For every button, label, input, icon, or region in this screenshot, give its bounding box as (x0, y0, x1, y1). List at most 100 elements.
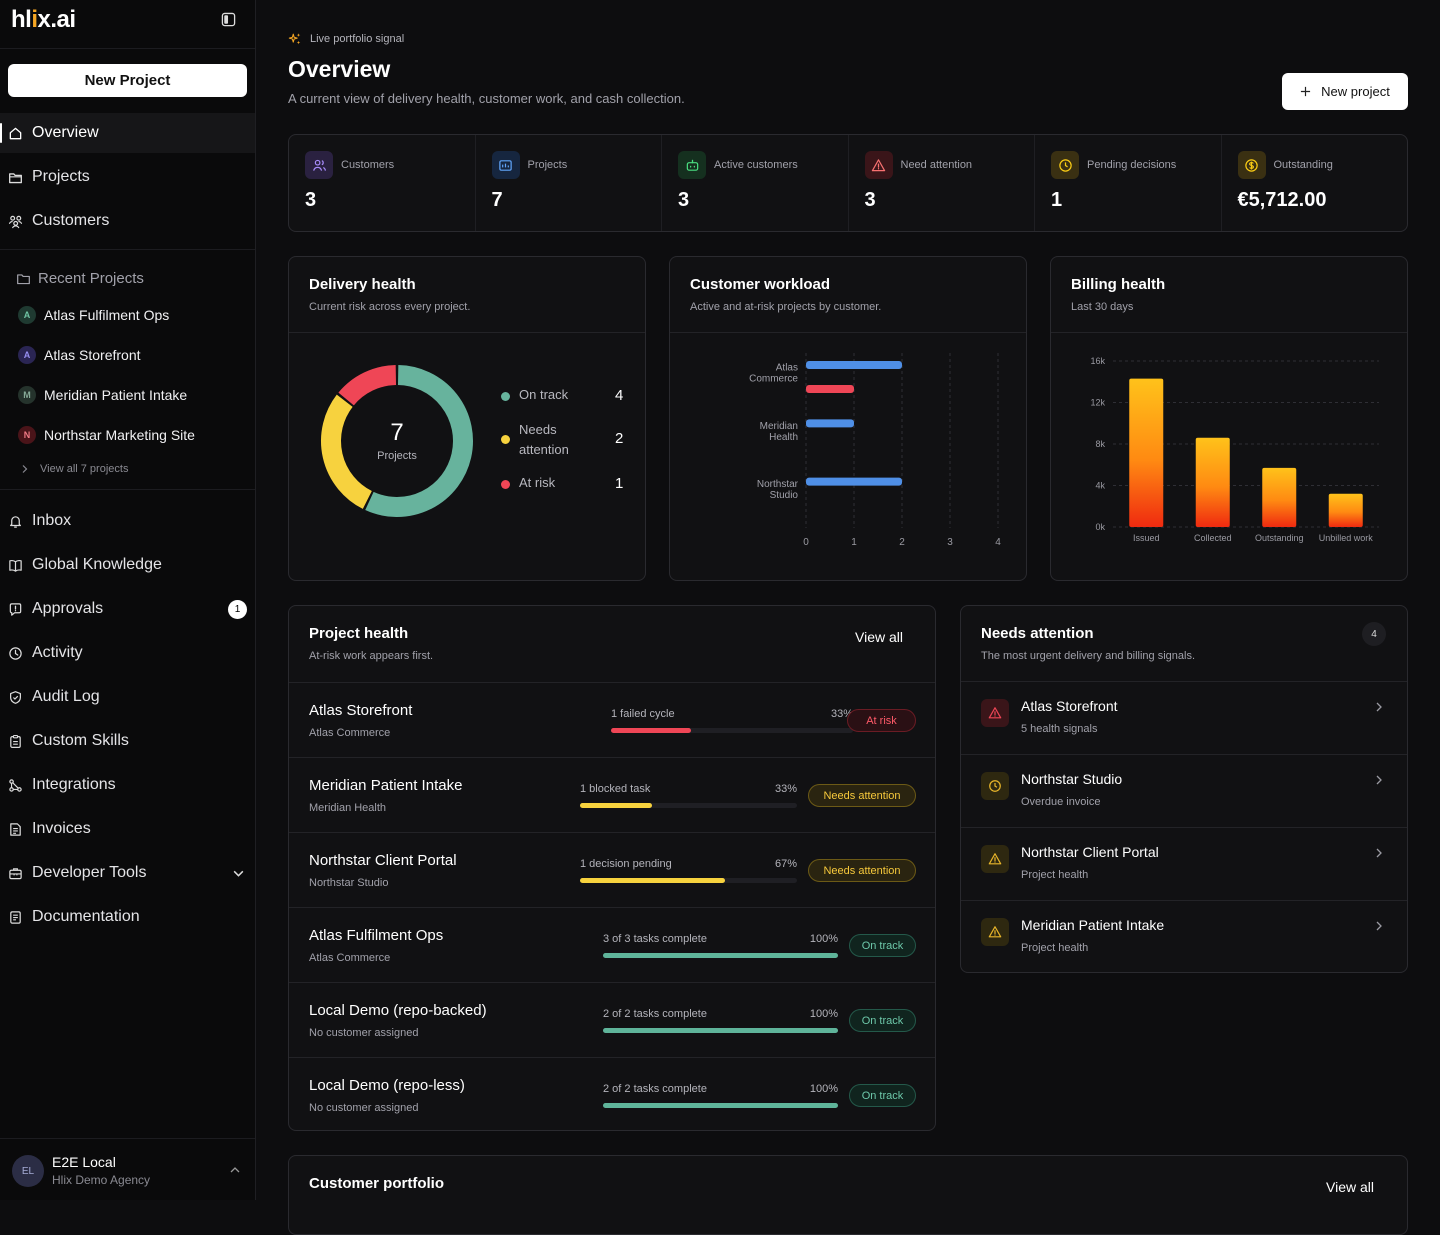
item-subtitle: 5 health signals (1021, 723, 1098, 735)
delivery-donut-chart (321, 365, 473, 517)
nav-projects[interactable]: Projects (0, 157, 255, 197)
x-tick-label: Outstanding (1255, 533, 1304, 543)
nav-integrations[interactable]: Integrations (0, 765, 255, 805)
x-tick-label: 3 (947, 537, 953, 548)
legend-on-track: On track 4 (501, 387, 631, 407)
nav-global-knowledge[interactable]: Global Knowledge (0, 545, 255, 585)
kpi-customers: Customers 3 (289, 135, 476, 231)
needs-attention-item[interactable]: Meridian Patient Intake Project health (961, 900, 1407, 972)
folder-icon (17, 274, 30, 285)
card-subtitle: Last 30 days (1071, 301, 1134, 313)
nav-audit-log[interactable]: Audit Log (0, 677, 255, 717)
recent-project-label: Atlas Storefront (44, 347, 141, 363)
new-project-button[interactable]: New Project (8, 64, 247, 97)
main-content: Live portfolio signal Overview A current… (256, 0, 1440, 1235)
progress-percent: 100% (809, 933, 838, 945)
donut-segment (338, 365, 397, 406)
item-title: Northstar Studio (1021, 771, 1123, 787)
warning-icon (864, 151, 893, 179)
x-tick-label: 2 (899, 537, 905, 548)
nav-inbox[interactable]: Inbox (0, 501, 255, 541)
recent-project-item[interactable]: A Atlas Storefront (0, 335, 255, 375)
folder-icon (491, 151, 520, 179)
workload-bar (806, 385, 854, 393)
recent-project-item[interactable]: N Northstar Marketing Site (0, 415, 255, 455)
integrations-icon (9, 779, 22, 792)
card-header: Delivery health Current risk across ever… (289, 257, 645, 333)
needs-attention-item[interactable]: Northstar Studio Overdue invoice (961, 754, 1407, 827)
legend-needs-attention: Needs attention 2 (501, 420, 631, 460)
logo[interactable]: hlix.ai (11, 6, 76, 33)
sidebar-toggle-icon[interactable] (221, 12, 236, 27)
user-org: Hlix Demo Agency (52, 1173, 151, 1187)
status-badge: Needs attention (808, 859, 916, 882)
view-all-projects-label: View all 7 projects (40, 463, 129, 475)
project-health-row[interactable]: Atlas Fulfilment Ops Atlas Commerce 3 of 3… (289, 907, 935, 982)
project-health-row[interactable]: Atlas Storefront Atlas Commerce 1 failed c… (289, 682, 935, 757)
x-tick-label: Issued (1133, 533, 1160, 543)
recent-project-item[interactable]: A Atlas Fulfilment Ops (0, 295, 255, 335)
item-title: Meridian Patient Intake (1021, 917, 1165, 933)
needs-attention-item[interactable]: Atlas Storefront 5 health signals (961, 681, 1407, 754)
item-subtitle: Project health (1021, 869, 1089, 881)
nav-invoices[interactable]: Invoices (0, 809, 255, 849)
kpi-strip: Customers 3 Projects 7 Active customers … (288, 134, 1408, 232)
chevron-right-icon (1373, 847, 1385, 859)
needs-attention-count: 4 (1362, 622, 1386, 646)
nav-label: Customers (32, 212, 110, 229)
nav-custom-skills[interactable]: Custom Skills (0, 721, 255, 761)
chevron-up-icon[interactable] (229, 1164, 241, 1176)
project-customer: Atlas Commerce (309, 952, 391, 964)
user-menu[interactable]: EL E2E Local Hlix Demo Agency (0, 1138, 255, 1200)
nav-documentation[interactable]: Documentation (0, 897, 255, 937)
card-subtitle: Active and at-risk projects by customer. (690, 301, 882, 313)
page-subtitle: A current view of delivery health, custo… (288, 91, 685, 106)
users-icon (305, 151, 333, 179)
y-tick-label: 0k (1095, 522, 1105, 532)
nav-label: Audit Log (32, 688, 100, 705)
project-avatar: A (18, 346, 36, 364)
kpi-projects: Projects 7 (476, 135, 662, 231)
nav-label: Approvals (32, 600, 104, 617)
recent-project-label: Meridian Patient Intake (44, 387, 188, 403)
y-tick-label: 16k (1090, 356, 1105, 366)
needs-attention-card: Needs attention The most urgent delivery… (960, 605, 1408, 973)
nav-customers[interactable]: Customers (0, 201, 255, 241)
project-health-row[interactable]: Northstar Client Portal Northstar Studio 1… (289, 832, 935, 907)
nav-overview[interactable]: Overview (0, 113, 255, 153)
chevron-down-icon[interactable] (232, 867, 245, 880)
approval-icon (9, 603, 22, 616)
view-all-projects-link[interactable]: View all 7 projects (20, 463, 128, 475)
nav-label: Inbox (32, 512, 72, 529)
nav-activity[interactable]: Activity (0, 633, 255, 673)
progress-track (580, 803, 797, 808)
sidebar: hlix.ai New Project Overview Projects Cu… (0, 0, 256, 1200)
project-health-card: Project health At-risk work appears firs… (288, 605, 936, 1131)
card-title: Customer portfolio (309, 1175, 444, 1192)
book-icon (9, 559, 22, 572)
needs-attention-item[interactable]: Northstar Client Portal Project health (961, 827, 1407, 900)
nav-approvals[interactable]: Approvals 1 (0, 589, 255, 629)
kpi-outstanding: Outstanding €5,712.00 (1222, 135, 1408, 231)
project-health-row[interactable]: Local Demo (repo-less) No customer assign… (289, 1057, 935, 1130)
project-customer: Northstar Studio (309, 877, 389, 889)
legend-value: 4 (615, 387, 624, 404)
card-subtitle: Current risk across every project. (309, 301, 471, 313)
view-all-button[interactable]: View all (855, 629, 903, 645)
card-subtitle: The most urgent delivery and billing sig… (981, 650, 1196, 662)
progress-percent: 33% (830, 708, 853, 720)
y-tick-label: Atlas (776, 363, 798, 374)
card-title: Customer workload (690, 276, 831, 293)
recent-heading-label: Recent Projects (38, 270, 144, 287)
nav-developer-tools[interactable]: Developer Tools (0, 853, 255, 893)
x-tick-label: Collected (1194, 533, 1232, 543)
project-health-row[interactable]: Meridian Patient Intake Meridian Health 1 … (289, 757, 935, 832)
legend-label: On track (519, 387, 569, 402)
view-all-button[interactable]: View all (1326, 1179, 1374, 1195)
recent-project-item[interactable]: M Meridian Patient Intake (0, 375, 255, 415)
project-health-row[interactable]: Local Demo (repo-backed) No customer assi… (289, 982, 935, 1057)
new-project-button[interactable]: New project (1282, 73, 1408, 110)
progress-detail: 2 of 2 tasks complete (603, 1083, 707, 1095)
progress-track (603, 1103, 838, 1108)
nav-label: Custom Skills (32, 732, 129, 749)
